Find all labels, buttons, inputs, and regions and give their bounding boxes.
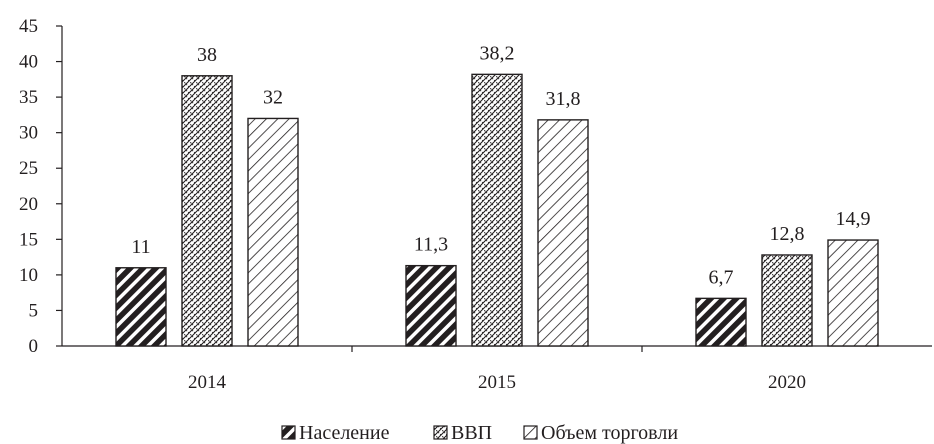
y-tick-label: 30: [19, 123, 38, 144]
y-tick-label: 40: [19, 52, 38, 73]
data-label: 32: [263, 86, 283, 108]
bar: [538, 120, 588, 346]
bar: [248, 118, 298, 346]
bar: [406, 266, 456, 346]
data-label: 6,7: [709, 266, 734, 288]
y-tick-label: 20: [19, 194, 38, 215]
legend: Население ВВП Объем торговли: [282, 422, 678, 444]
bar: [116, 268, 166, 346]
bar: [762, 255, 812, 346]
y-tick-label: 0: [29, 336, 39, 357]
legend-label: Население: [299, 422, 390, 444]
y-tick-label: 45: [19, 16, 38, 37]
bar: [472, 74, 522, 346]
data-label: 12,8: [770, 223, 805, 245]
bar: [696, 298, 746, 346]
bars: [116, 74, 878, 346]
legend-swatch: [434, 426, 447, 439]
y-tick-label: 5: [29, 300, 39, 321]
bar: [828, 240, 878, 346]
data-label: 38: [197, 44, 217, 66]
legend-swatch: [282, 426, 295, 439]
x-tick-label: 2015: [478, 372, 516, 393]
data-label: 11,3: [414, 234, 448, 256]
data-label: 14,9: [836, 208, 871, 230]
data-label: 11: [131, 236, 150, 258]
y-tick-label: 10: [19, 265, 38, 286]
data-label: 38,2: [480, 42, 515, 64]
data-label: 31,8: [546, 88, 581, 110]
legend-swatch: [524, 426, 537, 439]
legend-label: ВВП: [451, 422, 492, 444]
y-tick-label: 35: [19, 87, 38, 108]
legend-label: Объем торговли: [541, 422, 678, 444]
y-tick-label: 25: [19, 158, 38, 179]
bar: [182, 76, 232, 346]
x-tick-label: 2014: [188, 372, 227, 393]
y-tick-label: 15: [19, 229, 38, 250]
x-tick-label: 2020: [768, 372, 806, 393]
